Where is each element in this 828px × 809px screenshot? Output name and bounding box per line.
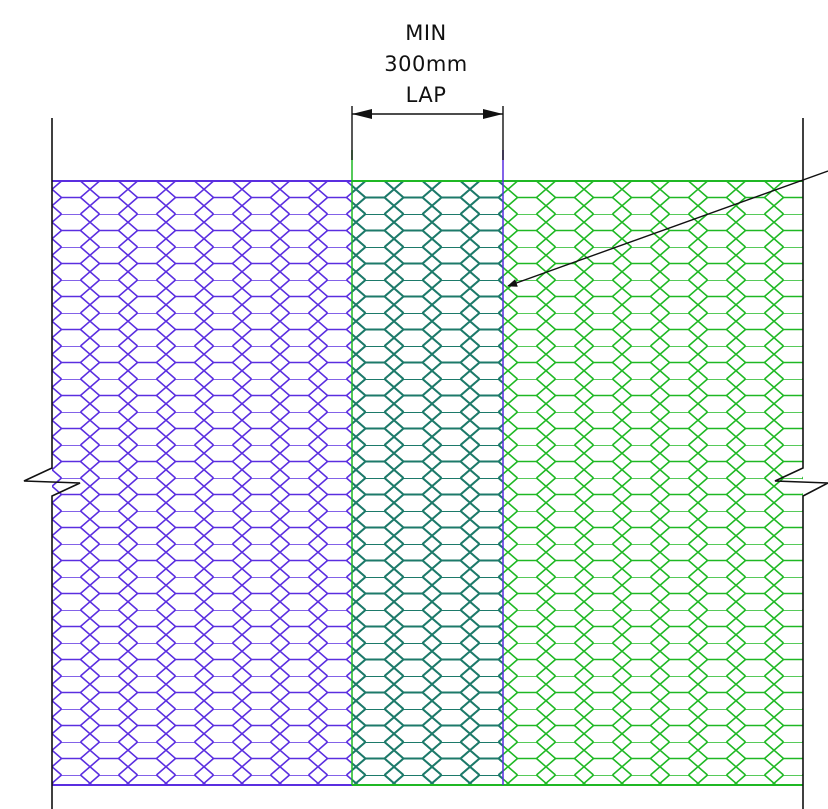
overlap-lap-region bbox=[352, 181, 503, 785]
lap-dimension-label: MIN 300mm LAP bbox=[376, 18, 476, 111]
lap-label-line-1: MIN bbox=[405, 21, 447, 45]
right-break-line bbox=[774, 118, 828, 809]
lap-label-line-2: 300mm bbox=[384, 52, 468, 76]
lap-label-line-3: LAP bbox=[405, 83, 447, 107]
leader-arrow bbox=[507, 170, 828, 287]
dimension-arrow-right bbox=[483, 109, 503, 119]
left-break-line bbox=[23, 118, 81, 809]
dimension-arrow-left bbox=[352, 109, 372, 119]
